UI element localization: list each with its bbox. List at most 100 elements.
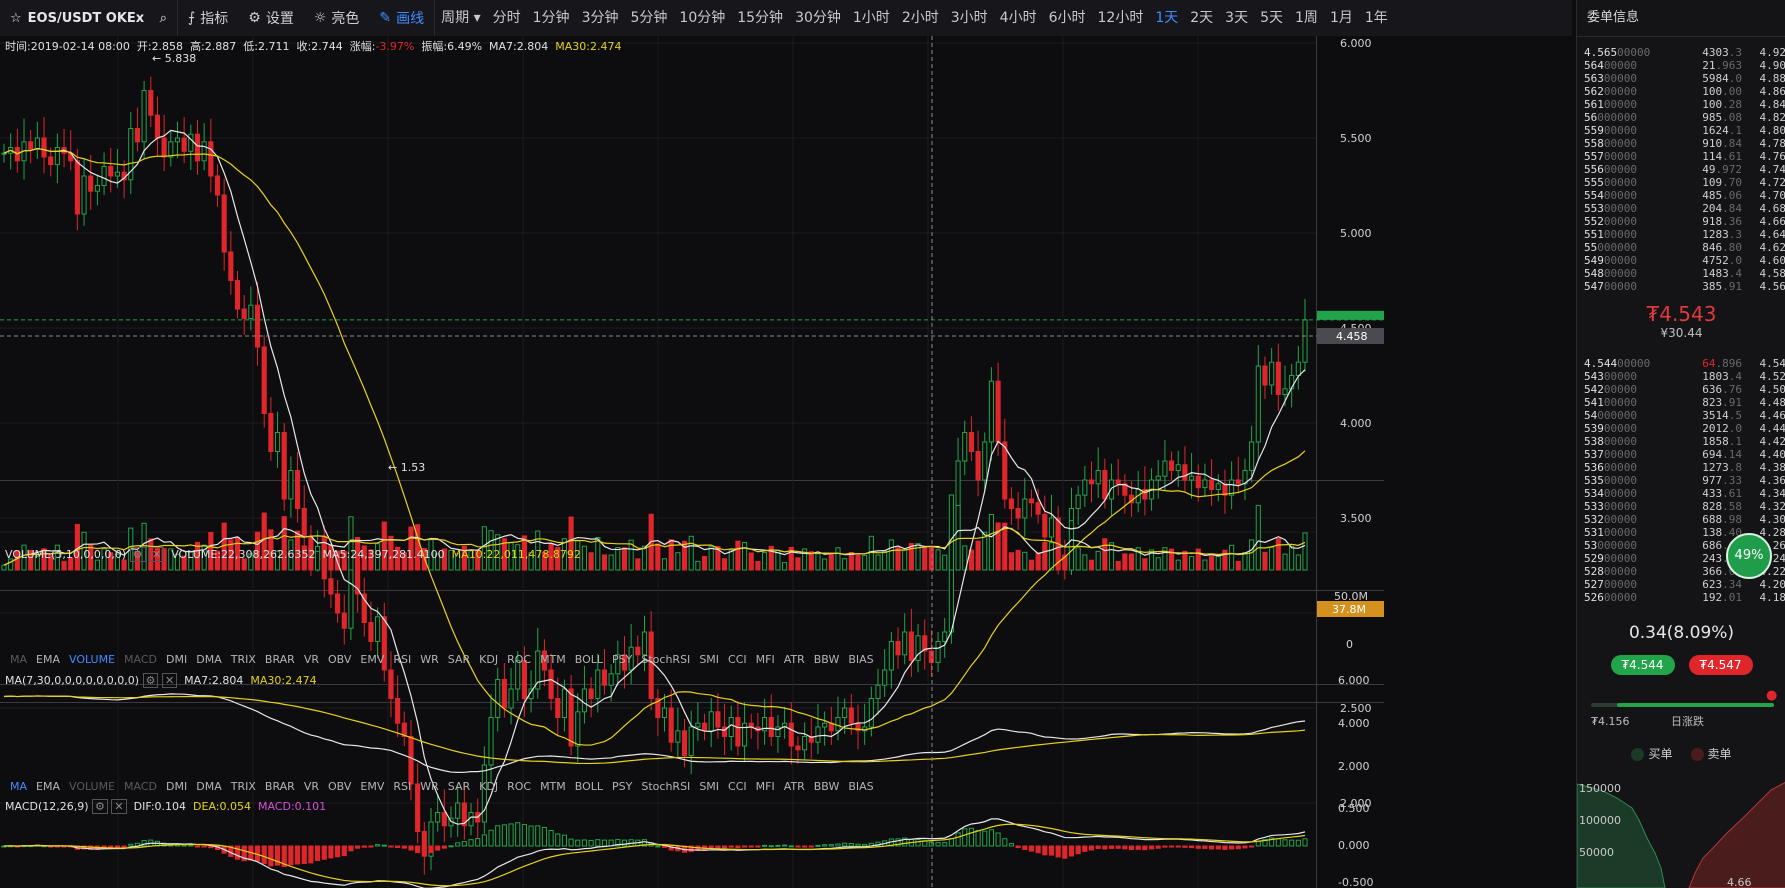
period-11[interactable]: 6小时 <box>1048 10 1086 26</box>
indicator-tab-roc[interactable]: ROC <box>507 653 532 666</box>
indicator-tab-vr[interactable]: VR <box>303 653 319 666</box>
indicator-tab-psy[interactable]: PSY <box>612 780 633 793</box>
indicator-tab-trix[interactable]: TRIX <box>230 780 256 793</box>
ask-row[interactable]: 54800000 1483.4 4.58 <box>1577 267 1785 280</box>
indicator-tab-obv[interactable]: OBV <box>328 653 352 666</box>
buy-price-button[interactable]: ₮4.544 <box>1610 655 1675 675</box>
ask-row[interactable]: 55700000 114.61 4.76 <box>1577 150 1785 163</box>
theme-toggle-button[interactable]: ☼ 亮色 <box>304 0 370 36</box>
bid-row[interactable]: 53300000 828.58 4.32 <box>1577 500 1785 513</box>
bid-row[interactable]: 52600000 192.01 4.18 <box>1577 591 1785 604</box>
indicator-tab-psy[interactable]: PSY <box>612 653 633 666</box>
indicator-tab-smi[interactable]: SMI <box>699 653 720 666</box>
indicator-tab-stochrsi[interactable]: StochRSI <box>641 653 691 666</box>
bid-row[interactable]: 53400000 433.61 4.34 <box>1577 487 1785 500</box>
progress-badge[interactable]: 49% <box>1726 533 1772 579</box>
period-9[interactable]: 3小时 <box>950 10 988 26</box>
chart-area[interactable]: 6.0005.5005.0004.5004.0003.5003.0002.500… <box>0 0 1576 888</box>
indicator-tab-rsi[interactable]: RSI <box>393 653 412 666</box>
indicator-tab-atr[interactable]: ATR <box>783 780 805 793</box>
close-small-icon[interactable]: ✕ <box>149 547 165 562</box>
settings-button[interactable]: ⚙ 设置 <box>238 0 304 36</box>
indicator-tab-bias[interactable]: BIAS <box>848 653 874 666</box>
indicator-tab-vr[interactable]: VR <box>303 780 319 793</box>
period-dropdown[interactable]: 周期 ▾ <box>441 10 481 26</box>
indicator-tab-volume[interactable]: VOLUME <box>68 780 116 793</box>
indicator-tab-bbw[interactable]: BBW <box>813 653 840 666</box>
ask-row[interactable]: 55000000 846.80 4.62 <box>1577 241 1785 254</box>
indicator-tab-bias[interactable]: BIAS <box>848 780 874 793</box>
close-small-icon[interactable]: ✕ <box>161 673 178 688</box>
indicator-tab-ma[interactable]: MA <box>10 653 28 666</box>
indicator-tab-dma[interactable]: DMA <box>196 653 222 666</box>
indicator-tab-sar[interactable]: SAR <box>447 780 471 793</box>
period-6[interactable]: 30分钟 <box>795 10 841 26</box>
period-14[interactable]: 2天 <box>1190 10 1214 26</box>
bid-row[interactable]: 53800000 1858.1 4.42 <box>1577 435 1785 448</box>
sell-price-button[interactable]: ₮4.547 <box>1688 655 1753 675</box>
period-2[interactable]: 3分钟 <box>581 10 619 26</box>
period-18[interactable]: 1月 <box>1329 10 1353 26</box>
indicator-tab-cci[interactable]: CCI <box>728 653 747 666</box>
indicator-tab-rsi[interactable]: RSI <box>393 780 412 793</box>
settings-small-icon[interactable]: ⚙ <box>129 547 146 562</box>
bid-row[interactable]: 54000000 3514.5 4.46 <box>1577 409 1785 422</box>
indicator-tab-mfi[interactable]: MFI <box>755 653 775 666</box>
period-5[interactable]: 15分钟 <box>737 10 784 26</box>
ask-row[interactable]: 56000000 985.08 4.82 <box>1577 111 1785 124</box>
indicator-tab-macd[interactable]: MACD <box>124 780 158 793</box>
indicator-tab-ema[interactable]: EMA <box>36 780 60 793</box>
symbol-selector[interactable]: ☆ EOS/USDT OKEx ⌕ <box>0 0 178 36</box>
close-small-icon[interactable]: ✕ <box>111 799 127 814</box>
period-8[interactable]: 2小时 <box>901 10 939 26</box>
period-16[interactable]: 5天 <box>1260 10 1284 26</box>
indicator-tab-kdj[interactable]: KDJ <box>479 653 499 666</box>
indicator-tab-mfi[interactable]: MFI <box>755 780 775 793</box>
indicator-tab-dmi[interactable]: DMI <box>166 780 188 793</box>
ask-row[interactable]: 55100000 1283.3 4.64 <box>1577 228 1785 241</box>
bid-row[interactable]: 53200000 688.98 4.30 <box>1577 513 1785 526</box>
ask-row[interactable]: 55800000 910.84 4.78 <box>1577 137 1785 150</box>
period-0[interactable]: 分时 <box>492 10 521 26</box>
bid-row[interactable]: 53700000 694.14 4.40 <box>1577 448 1785 461</box>
bid-row[interactable]: 52700000 623.34 4.20 <box>1577 578 1785 591</box>
indicators-button[interactable]: ⨍ 指标 <box>178 0 238 36</box>
indicator-tab-mtm[interactable]: MTM <box>540 780 566 793</box>
indicator-tab-bbw[interactable]: BBW <box>813 780 840 793</box>
ask-row[interactable]: 55200000 918.36 4.66 <box>1577 215 1785 228</box>
period-1[interactable]: 1分钟 <box>532 10 570 26</box>
period-15[interactable]: 3天 <box>1225 10 1249 26</box>
depth-chart[interactable]: 150000 100000 50000 4.66 <box>1577 778 1785 888</box>
bid-row[interactable]: 53500000 977.33 4.36 <box>1577 474 1785 487</box>
indicator-tab-wr[interactable]: WR <box>420 653 439 666</box>
period-12[interactable]: 12小时 <box>1097 10 1144 26</box>
ask-row[interactable]: 55300000 204.84 4.68 <box>1577 202 1785 215</box>
indicator-tab-brar[interactable]: BRAR <box>264 653 295 666</box>
settings-small-icon[interactable]: ⚙ <box>92 799 108 814</box>
indicator-tab-emv[interactable]: EMV <box>360 653 385 666</box>
period-4[interactable]: 10分钟 <box>679 10 726 26</box>
bid-row[interactable]: 53600000 1273.8 4.38 <box>1577 461 1785 474</box>
indicator-tab-macd[interactable]: MACD <box>124 653 158 666</box>
period-19[interactable]: 1年 <box>1364 10 1388 26</box>
ask-row[interactable]: 56200000 100.00 4.86 <box>1577 85 1785 98</box>
indicator-tab-dmi[interactable]: DMI <box>166 653 188 666</box>
indicator-tab-ma[interactable]: MA <box>10 780 28 793</box>
period-13[interactable]: 1天 <box>1155 10 1179 26</box>
ask-row[interactable]: 55400000 485.06 4.70 <box>1577 189 1785 202</box>
indicator-tab-boll[interactable]: BOLL <box>574 653 604 666</box>
indicator-tab-volume[interactable]: VOLUME <box>68 653 116 666</box>
indicator-tab-trix[interactable]: TRIX <box>230 653 256 666</box>
search-icon[interactable]: ⌕ <box>159 10 167 26</box>
bid-row[interactable]: 54300000 1803.4 4.52 <box>1577 370 1785 383</box>
ask-row[interactable]: 55600000 49.972 4.74 <box>1577 163 1785 176</box>
ask-row[interactable]: 56100000 100.28 4.84 <box>1577 98 1785 111</box>
indicator-tab-atr[interactable]: ATR <box>783 653 805 666</box>
bid-row[interactable]: 54200000 636.76 4.50 <box>1577 383 1785 396</box>
indicator-tab-mtm[interactable]: MTM <box>540 653 566 666</box>
indicator-tab-stochrsi[interactable]: StochRSI <box>641 780 691 793</box>
ask-row[interactable]: 55900000 1624.1 4.80 <box>1577 124 1785 137</box>
bid-row[interactable]: 54100000 823.91 4.48 <box>1577 396 1785 409</box>
indicator-tab-boll[interactable]: BOLL <box>574 780 604 793</box>
ask-row[interactable]: 54700000 385.91 4.56 <box>1577 280 1785 293</box>
